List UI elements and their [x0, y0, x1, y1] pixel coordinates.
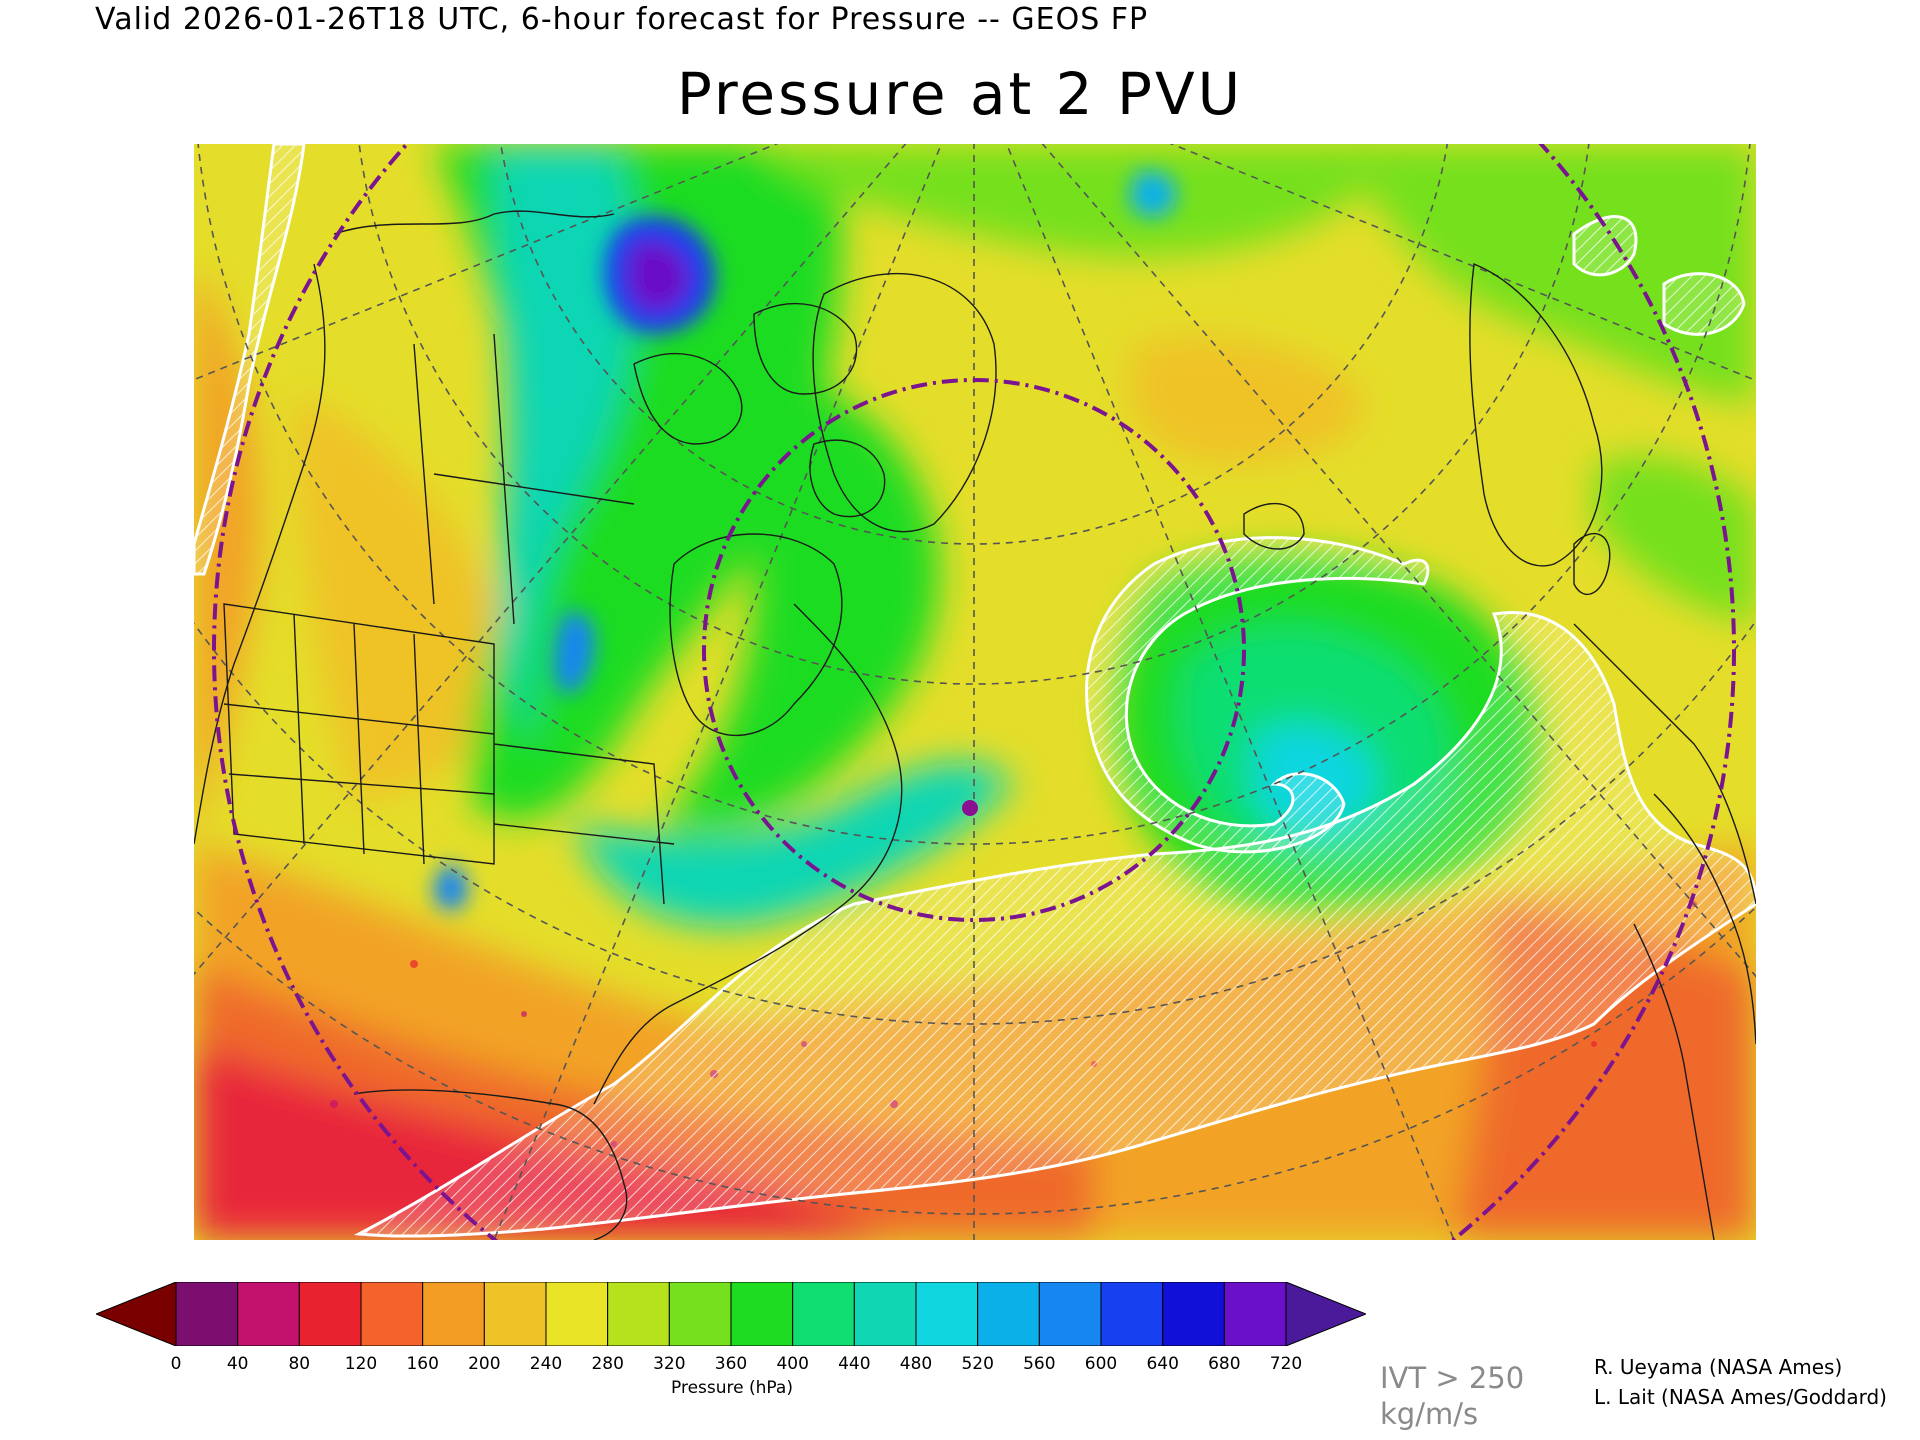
- colorbar-tick-label: 80: [288, 1354, 311, 1374]
- colorbar-cells: [175, 1281, 1287, 1347]
- colorbar-tick-label: 560: [1023, 1354, 1056, 1374]
- range-circle-inner: [702, 378, 1246, 922]
- center-marker: [962, 800, 978, 816]
- colorbar-cell: [853, 1281, 917, 1347]
- colorbar-cell: [545, 1281, 609, 1347]
- colorbar-tick-label: 400: [776, 1354, 809, 1374]
- ivt-legend-label: IVT > 250 kg/m/s: [1380, 1361, 1525, 1431]
- colorbar-tick-label: 480: [899, 1354, 933, 1374]
- colorbar-tick-label: 40: [226, 1354, 249, 1374]
- colorbar-low-overflow: [94, 1281, 177, 1347]
- graticule: [194, 144, 1756, 1240]
- colorbar-cell: [730, 1281, 794, 1347]
- colorbar-cell: [792, 1281, 855, 1347]
- colorbar-tick-label: 240: [529, 1354, 563, 1374]
- colorbar-cell: [977, 1281, 1040, 1347]
- colorbar-tick-label: 520: [961, 1354, 994, 1374]
- pressure-map: [194, 144, 1756, 1240]
- ivt-regions: [194, 144, 1756, 1238]
- credit-line-1: R. Ueyama (NASA Ames): [1594, 1355, 1843, 1379]
- range-circles: [212, 144, 1736, 1240]
- colorbar-svg: [94, 1281, 1368, 1347]
- colorbar-cell: [360, 1281, 424, 1347]
- colorbar-tick-label: 0: [170, 1354, 182, 1374]
- colorbar-cell: [668, 1281, 732, 1347]
- colorbar-tick-label: 600: [1084, 1354, 1118, 1374]
- colorbar-tick-label: 320: [653, 1354, 686, 1374]
- colorbar-cell: [483, 1281, 547, 1347]
- colorbar-high-overflow: [1285, 1281, 1368, 1347]
- ivt-region-atlantic: [353, 611, 1756, 1238]
- coastlines: [194, 210, 1756, 1240]
- colorbar-tick-label: 720: [1269, 1354, 1303, 1374]
- pressure-map-svg: [194, 144, 1756, 1240]
- colorbar-cell: [1038, 1281, 1102, 1347]
- colorbar-cell: [607, 1281, 670, 1347]
- colorbar-tick-label: 440: [838, 1354, 871, 1374]
- colorbar-tick-label: 640: [1146, 1354, 1179, 1374]
- colorbar-cell: [1162, 1281, 1225, 1347]
- colorbar-tick-label: 360: [714, 1354, 748, 1374]
- colorbar-tick-label: 680: [1208, 1354, 1241, 1374]
- colorbar-cell: [175, 1281, 239, 1347]
- colorbar: [94, 1281, 1368, 1350]
- colorbar-tick-label: 120: [344, 1354, 378, 1374]
- colorbar-cell: [422, 1281, 485, 1347]
- forecast-valid-header: Valid 2026-01-26T18 UTC, 6-hour forecast…: [95, 2, 1149, 37]
- credits: R. Ueyama (NASA Ames) L. Lait (NASA Ames…: [1594, 1352, 1887, 1412]
- credit-line-2: L. Lait (NASA Ames/Goddard): [1594, 1385, 1887, 1409]
- colorbar-tick-label: 160: [406, 1354, 439, 1374]
- map-title: Pressure at 2 PVU: [676, 60, 1244, 128]
- colorbar-tick-label: 200: [468, 1354, 501, 1374]
- ivt-region-cyclone-arm: [1085, 536, 1430, 854]
- colorbar-cell: [1223, 1281, 1287, 1347]
- colorbar-cell: [1100, 1281, 1164, 1347]
- colorbar-tick-label: 280: [591, 1354, 624, 1374]
- colorbar-unit-label: Pressure (hPa): [671, 1378, 793, 1398]
- colorbar-cell: [915, 1281, 979, 1347]
- colorbar-cell: [298, 1281, 362, 1347]
- colorbar-cell: [237, 1281, 300, 1347]
- range-circle-outer: [212, 144, 1736, 1240]
- ivt-region-west-coast: [194, 144, 306, 576]
